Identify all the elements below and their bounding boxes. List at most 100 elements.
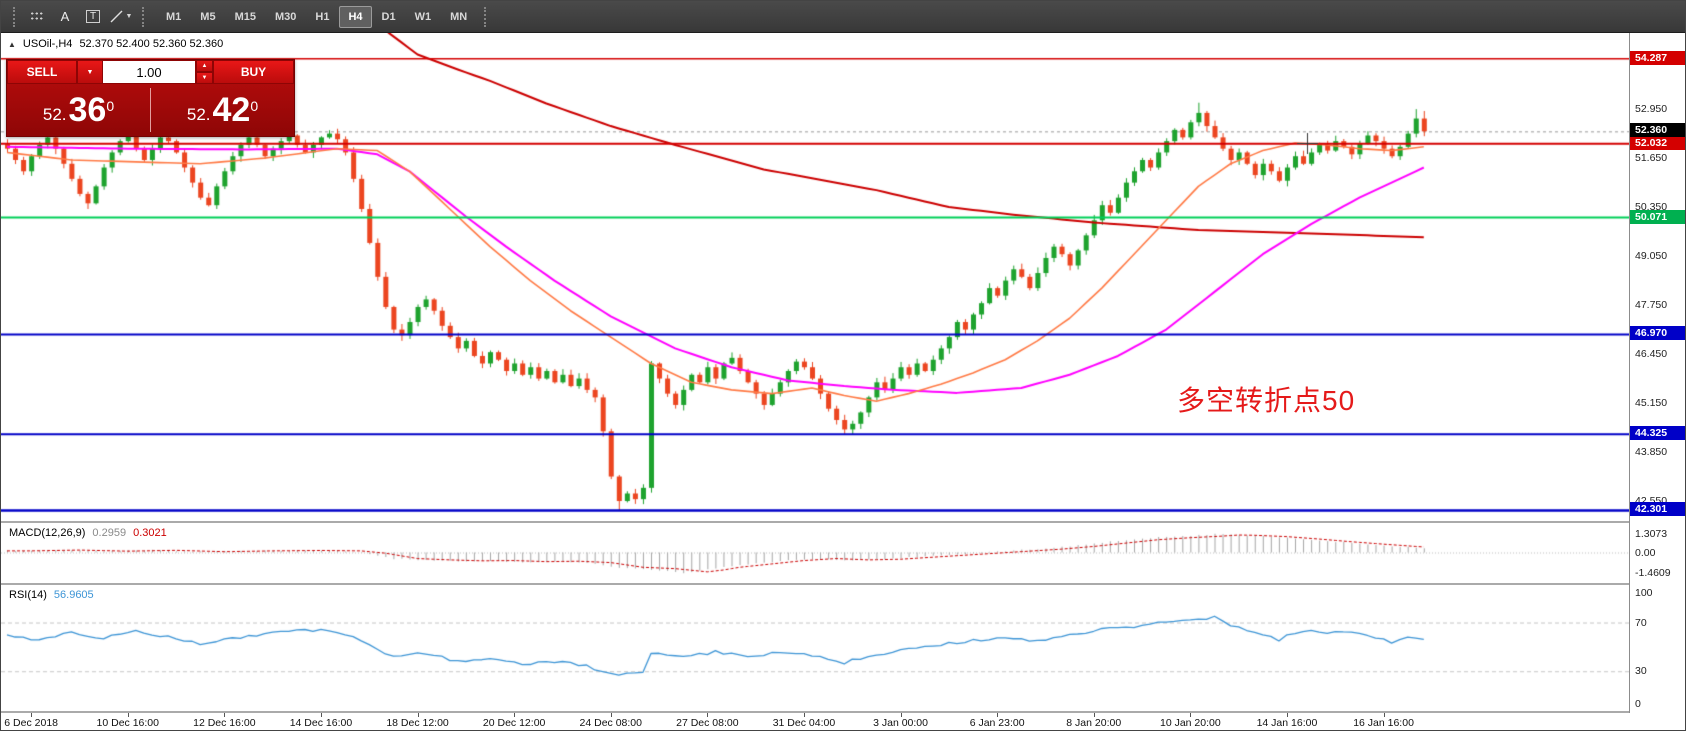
price-axis[interactable]: 52.950 51.650 50.350 49.050 47.750 46.450 45.1…	[1629, 33, 1685, 713]
time-axis[interactable]: 6 Dec 2018 10 Dec 16:00 12 Dec 16:00 14 Dec…	[1, 713, 1629, 730]
macd-signal-value: 0.3021	[133, 527, 167, 539]
tf-button-h1[interactable]: H1	[315, 10, 330, 23]
panel-separator[interactable]	[1, 711, 1685, 713]
price-tick-label: 52.950	[1635, 103, 1668, 116]
rsi-level-label: 30	[1635, 665, 1647, 678]
price-level-label: 46.970	[1630, 326, 1685, 341]
price-tick-label: 46.450	[1635, 348, 1668, 361]
chevron-down-icon: ▼	[86, 68, 94, 76]
timeframe-toolbar: M1 M5 M15 M30 H1 H4 D1 W1 MN	[157, 5, 476, 28]
time-tick-label: 6 Dec 2018	[4, 717, 59, 729]
time-tick-label: 16 Jan 16:00	[1353, 717, 1414, 729]
order-options-dropdown[interactable]: ▼	[77, 60, 103, 84]
shapes-tool[interactable]: ▼	[108, 5, 134, 29]
rsi-name: RSI(14)	[9, 589, 47, 601]
price-tick-label: 45.150	[1635, 397, 1668, 410]
rsi-panel-canvas[interactable]	[1, 586, 1629, 711]
time-tick-mark	[514, 713, 516, 717]
time-tick-mark	[610, 713, 612, 717]
buy-price-prefix: 52.	[186, 104, 211, 124]
time-tick-mark	[1286, 713, 1288, 717]
dots-grid-icon	[30, 11, 44, 22]
buy-price-pip: 0	[250, 98, 259, 114]
toolbar-grip[interactable]	[13, 6, 16, 27]
text-label-tool[interactable]: T	[80, 5, 106, 29]
time-tick-mark	[127, 713, 129, 717]
volume-decrease-button[interactable]: ▼	[196, 72, 213, 84]
time-tick-label: 10 Dec 16:00	[96, 717, 159, 729]
trendline-icon	[110, 10, 123, 23]
macd-tick-label: 0.00	[1635, 546, 1656, 559]
chevron-down-icon: ▼	[125, 13, 133, 20]
time-tick-mark	[1383, 713, 1385, 717]
symbol-name: USOil-,H4	[22, 38, 73, 50]
tf-button-w1[interactable]: W1	[414, 10, 432, 23]
time-tick-label: 3 Jan 00:00	[873, 717, 928, 729]
rsi-value: 56.9605	[53, 589, 94, 601]
rsi-level-label: 70	[1635, 616, 1647, 629]
collapse-panel-icon[interactable]: ▲	[8, 39, 16, 49]
rsi-indicator-label: RSI(14) 56.9605	[9, 589, 94, 601]
sell-price-big: 36	[68, 91, 107, 129]
toolbar-grip[interactable]	[142, 6, 145, 27]
time-tick-mark	[997, 713, 999, 717]
buy-button[interactable]: BUY	[213, 60, 294, 84]
time-tick-mark	[1190, 713, 1192, 717]
panel-separator[interactable]	[1, 521, 1685, 523]
buy-price-big: 42	[212, 91, 251, 129]
price-level-label: 54.287	[1630, 50, 1685, 65]
price-tick-label: 43.850	[1635, 446, 1668, 459]
tf-button-m30[interactable]: M30	[274, 10, 297, 23]
macd-main-value: 0.2959	[92, 527, 127, 539]
volume-increase-button[interactable]: ▲	[196, 60, 213, 72]
panel-separator[interactable]	[1, 583, 1685, 585]
time-tick-label: 10 Jan 20:00	[1159, 717, 1221, 729]
time-tick-label: 20 Dec 12:00	[482, 717, 546, 729]
tf-button-d1[interactable]: D1	[381, 10, 396, 23]
time-tick-label: 18 Dec 12:00	[386, 717, 449, 729]
macd-name: MACD(12,26,9)	[9, 527, 86, 539]
volume-stepper: ▲ ▼	[196, 60, 213, 84]
tf-button-mn[interactable]: MN	[450, 10, 468, 23]
top-toolbar: A T ▼ M1 M5 M15 M30 H1 H4 D1 W1 MN	[1, 1, 1685, 33]
time-tick-label: 27 Dec 08:00	[676, 717, 739, 729]
toolbar-grip[interactable]	[484, 6, 487, 27]
macd-tick-label: -1.4609	[1635, 567, 1671, 580]
time-tick-label: 14 Dec 16:00	[289, 717, 353, 729]
rsi-level-label: 100	[1635, 587, 1653, 599]
time-tick-mark	[417, 713, 419, 717]
time-tick-label: 8 Jan 20:00	[1066, 717, 1122, 729]
one-click-trading-panel: SELL ▼ ▲ ▼ BUY 52.360 52.420	[6, 59, 295, 137]
trade-controls-row: SELL ▼ ▲ ▼ BUY	[7, 60, 294, 84]
text-tool[interactable]: A	[60, 9, 70, 24]
price-level-label: 50.071	[1630, 209, 1685, 224]
time-tick-mark	[31, 713, 33, 717]
sell-price-pip: 0	[106, 98, 115, 114]
sell-price-prefix: 52.	[42, 104, 67, 124]
time-tick-label: 14 Jan 16:00	[1256, 717, 1318, 729]
price-divider	[150, 88, 151, 132]
chart-annotation: 多空转折点50	[1177, 385, 1356, 416]
time-tick-mark	[1093, 713, 1095, 717]
price-level-label: 52.032	[1630, 135, 1685, 150]
price-tick-label: 47.750	[1635, 299, 1668, 312]
tf-button-h4[interactable]: H4	[339, 5, 372, 28]
buy-price[interactable]: 52. 42 0	[151, 93, 294, 127]
macd-panel-canvas[interactable]	[1, 523, 1629, 583]
price-level-label: 42.301	[1630, 502, 1685, 517]
sell-price[interactable]: 52. 36 0	[7, 93, 150, 127]
chart-symbol-header: ▲ USOil-,H4 52.370 52.400 52.360 52.360	[8, 38, 223, 50]
time-tick-mark	[803, 713, 805, 717]
time-tick-label: 6 Jan 23:00	[969, 717, 1025, 729]
tf-button-m15[interactable]: M15	[234, 10, 256, 23]
tf-button-m1[interactable]: M1	[166, 10, 182, 23]
trade-prices-row: 52. 36 0 52. 42 0	[7, 84, 294, 136]
sell-button[interactable]: SELL	[7, 60, 77, 84]
price-tick-label: 51.650	[1635, 152, 1668, 165]
chart-grid-tool[interactable]	[24, 5, 50, 29]
price-level-label: 44.325	[1630, 426, 1685, 441]
volume-input[interactable]	[103, 60, 196, 84]
tf-button-m5[interactable]: M5	[200, 10, 216, 23]
price-tick-label: 49.050	[1635, 250, 1668, 263]
